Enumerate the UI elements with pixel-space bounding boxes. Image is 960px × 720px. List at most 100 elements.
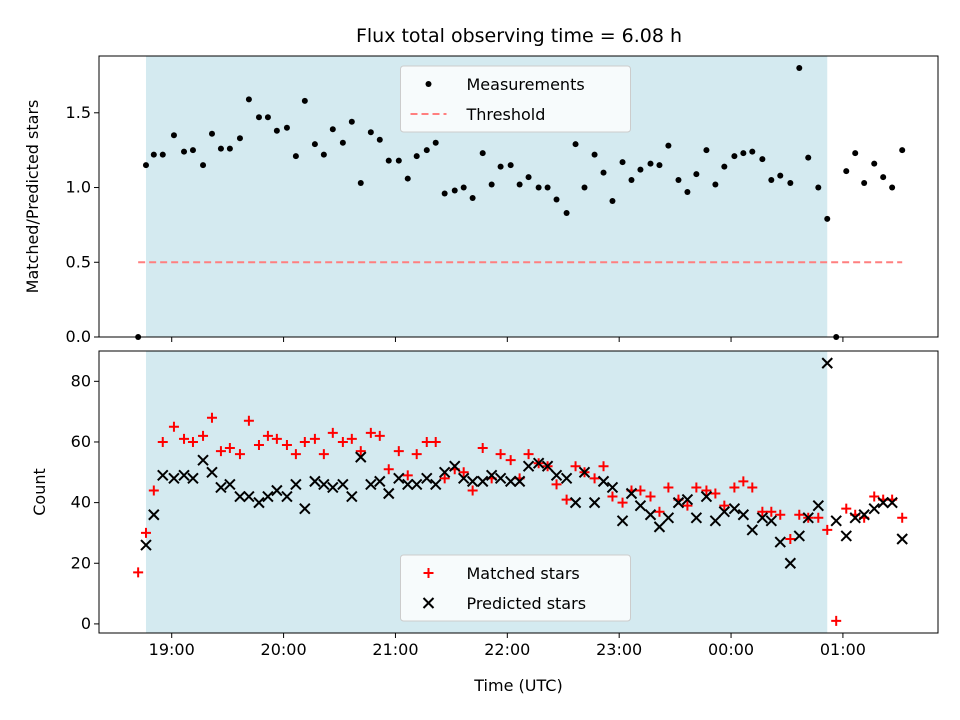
matched-star-point bbox=[234, 449, 245, 460]
predicted-star-point bbox=[578, 466, 591, 478]
matched-star-point bbox=[168, 421, 179, 432]
x-tick-label: 19:00 bbox=[149, 640, 195, 659]
measurement-point bbox=[292, 153, 299, 160]
matched-star-point bbox=[383, 464, 394, 475]
x-tick-label: 21:00 bbox=[372, 640, 418, 659]
matched-star-point bbox=[775, 509, 786, 520]
plot-frame bbox=[98, 55, 939, 338]
predicted-star-point bbox=[318, 478, 330, 491]
measurement-point bbox=[273, 127, 280, 134]
predicted-star-point bbox=[365, 478, 377, 491]
measurement-point bbox=[208, 130, 215, 137]
x-tick-label: 00:00 bbox=[708, 640, 754, 659]
matched-star-point bbox=[309, 433, 320, 444]
predicted-star-point bbox=[393, 472, 405, 485]
measurement-point bbox=[656, 162, 663, 169]
predicted-star-point bbox=[504, 475, 517, 488]
matched-star-point bbox=[822, 524, 833, 535]
measurement-point bbox=[525, 174, 532, 181]
measurement-point bbox=[200, 162, 207, 169]
predicted-star-point bbox=[457, 472, 470, 485]
predicted-star-point bbox=[157, 469, 169, 482]
measurement-point bbox=[712, 181, 719, 188]
measurement-point bbox=[479, 150, 486, 157]
legend-marker-plus bbox=[423, 568, 434, 578]
measurement-point bbox=[142, 162, 149, 169]
predicted-star-point bbox=[606, 481, 619, 494]
matched-star-point bbox=[411, 449, 422, 460]
predicted-star-point bbox=[346, 490, 358, 503]
predicted-star-point bbox=[868, 502, 880, 515]
measurement-point bbox=[805, 154, 812, 161]
measurement-point bbox=[376, 136, 383, 143]
predicted-star-point bbox=[168, 472, 180, 485]
predicted-star-point bbox=[243, 490, 255, 503]
predicted-star-point bbox=[438, 466, 451, 478]
count-panel: 0 20 40 60 80 19:00 20:00 21:00 22:00 23:00 00:00 0… bbox=[30, 350, 939, 695]
matched-star-point bbox=[710, 488, 721, 499]
measurement-point bbox=[824, 215, 831, 222]
matched-star-point bbox=[198, 430, 209, 441]
predicted-star-point bbox=[784, 557, 797, 569]
matched-star-point bbox=[215, 446, 226, 457]
matched-star-point bbox=[262, 430, 273, 441]
matched-star-point bbox=[635, 485, 646, 496]
predicted-star-point bbox=[588, 496, 601, 509]
y-tick-label: 20 bbox=[71, 553, 91, 572]
legend: Matched stars Predicted stars bbox=[400, 554, 631, 622]
predicted-star-point bbox=[309, 475, 321, 488]
measurement-point bbox=[507, 162, 514, 169]
ratio-panel: 0.0 0.5 1.0 1.5 Matched/Predicted stars Measu… bbox=[23, 55, 939, 346]
legend-label: Measurements bbox=[467, 75, 585, 94]
predicted-star-point bbox=[299, 502, 311, 515]
predicted-star-point bbox=[840, 530, 852, 542]
predicted-star-point bbox=[187, 472, 199, 485]
legend-label: Predicted stars bbox=[467, 594, 587, 613]
predicted-star-point bbox=[896, 533, 908, 545]
predicted-star-point bbox=[541, 460, 554, 472]
measurement-point bbox=[619, 159, 626, 166]
measurement-point bbox=[423, 147, 430, 154]
measurement-point bbox=[189, 147, 196, 154]
predicted-star-point bbox=[625, 487, 638, 500]
measurement-point bbox=[721, 163, 728, 170]
matched-star-point bbox=[477, 443, 488, 454]
legend-label: Matched stars bbox=[467, 564, 580, 583]
matched-star-point bbox=[598, 461, 609, 472]
matched-star-point bbox=[402, 470, 413, 481]
measurement-point bbox=[329, 126, 336, 133]
matched-star-point bbox=[253, 440, 264, 450]
matched-star-point bbox=[813, 512, 824, 523]
measurement-point bbox=[320, 151, 327, 158]
matched-star-point bbox=[355, 446, 366, 457]
matched-star-point bbox=[243, 415, 254, 426]
predicted-star-point bbox=[756, 512, 769, 524]
matched-star-point bbox=[551, 479, 562, 490]
predicted-star-point bbox=[449, 460, 461, 472]
matched-star-point bbox=[766, 506, 777, 517]
matched-star-point bbox=[281, 440, 292, 450]
measurement-point bbox=[441, 190, 448, 197]
predicted-star-point bbox=[662, 512, 675, 524]
matched-star-point bbox=[495, 449, 506, 460]
measurement-point bbox=[451, 187, 458, 194]
measurement-point bbox=[759, 156, 766, 163]
matched-star-point bbox=[785, 534, 796, 544]
measurement-point bbox=[731, 153, 738, 160]
measurement-point bbox=[777, 172, 784, 179]
measurement-point bbox=[796, 64, 803, 71]
predicted-star-point bbox=[374, 475, 386, 488]
measurement-point bbox=[665, 142, 672, 149]
matched-star-point bbox=[691, 482, 702, 493]
matched-star-point bbox=[365, 427, 376, 438]
matched-star-point bbox=[897, 512, 908, 523]
measurement-point bbox=[600, 169, 607, 176]
predicted-star-point bbox=[709, 515, 722, 527]
matched-star-point bbox=[719, 500, 730, 511]
measurement-point bbox=[357, 180, 364, 187]
predicted-star-point bbox=[812, 499, 825, 512]
measurement-point bbox=[544, 184, 551, 191]
legend-box bbox=[400, 554, 631, 622]
predicted-star-point bbox=[206, 466, 218, 478]
measurement-point bbox=[852, 150, 859, 157]
